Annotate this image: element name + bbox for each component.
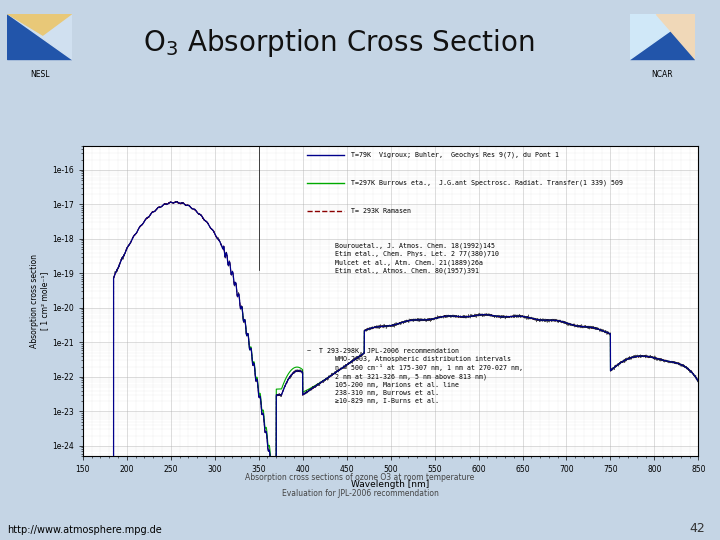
Text: T=79K  Vigroux; Buhler,  Geochys Res 9(7), du Pont 1: T=79K Vigroux; Buhler, Geochys Res 9(7),… [351, 152, 559, 158]
Text: NCAR: NCAR [652, 70, 673, 79]
Bar [7, 14, 72, 59]
Text: NESL: NESL [30, 70, 50, 79]
Polygon shape [630, 14, 695, 59]
Bar [630, 14, 695, 59]
Y-axis label: Absorption cross section
[ 1 cm² mole⁻¹]: Absorption cross section [ 1 cm² mole⁻¹] [30, 254, 49, 348]
Polygon shape [7, 14, 72, 35]
Text: http://www.atmosphere.mpg.de: http://www.atmosphere.mpg.de [7, 524, 162, 535]
X-axis label: Wavelength [nm]: Wavelength [nm] [351, 480, 430, 489]
Text: Absorption cross sections of ozone O3 at room temperature: Absorption cross sections of ozone O3 at… [246, 472, 474, 482]
Polygon shape [7, 14, 72, 59]
Text: T= 293K Ramasen: T= 293K Ramasen [351, 208, 410, 214]
Text: Evaluation for JPL-2006 recommendation: Evaluation for JPL-2006 recommendation [282, 489, 438, 498]
Text: O$_3$ Absorption Cross Section: O$_3$ Absorption Cross Section [143, 27, 534, 59]
Text: T=297K Burrows eta.,  J.G.ant Spectrosc. Radiat. Transfer(1 339) 509: T=297K Burrows eta., J.G.ant Spectrosc. … [351, 180, 623, 186]
Text: Bourouetal., J. Atmos. Chem. 18(1992)145
       Etim etal., Chem. Phys. Let. 2 7: Bourouetal., J. Atmos. Chem. 18(1992)145… [307, 242, 500, 274]
Text: 42: 42 [690, 522, 706, 535]
Text: ~  T 293-298K, JPL-2006 recommendation
       WMO-2003, Atmospheric distribution: ~ T 293-298K, JPL-2006 recommendation WM… [307, 348, 523, 403]
Polygon shape [656, 14, 695, 59]
